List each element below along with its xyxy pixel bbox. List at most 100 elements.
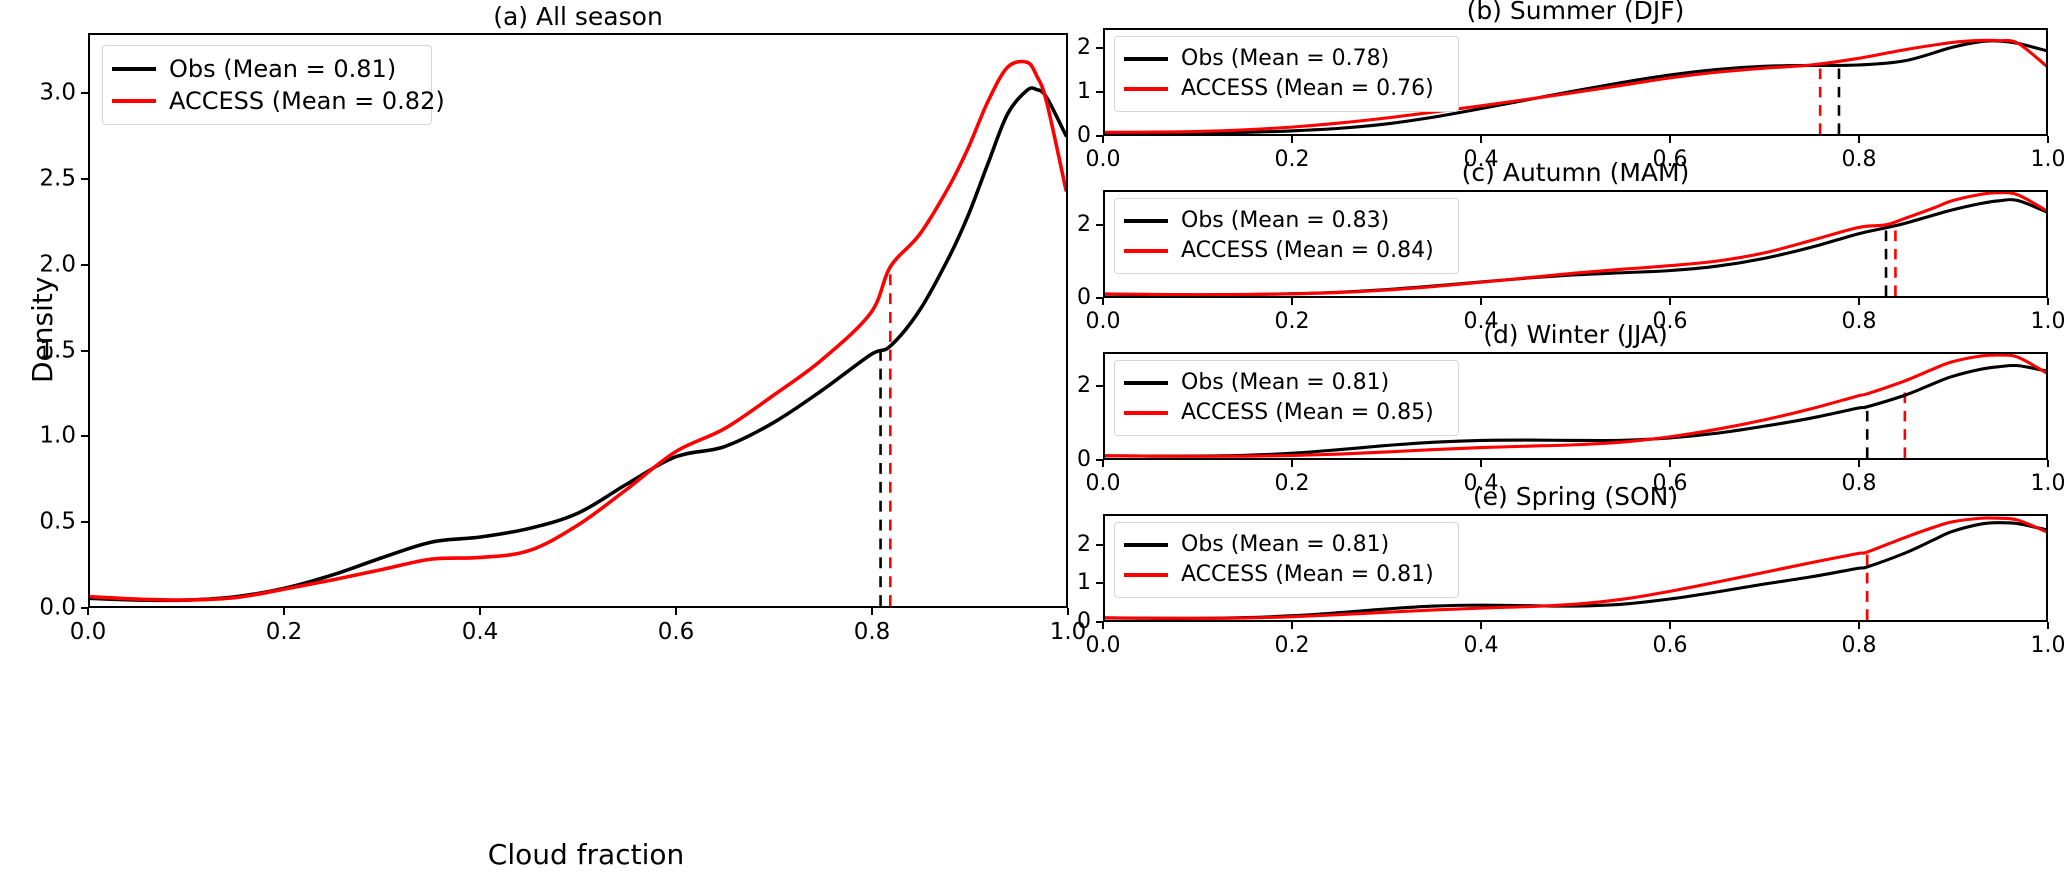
panel-c-ytick-label: 0 <box>1077 285 1091 310</box>
legend-item: ACCESS (Mean = 0.85) <box>1124 398 1447 428</box>
legend-item: ACCESS (Mean = 0.76) <box>1124 74 1447 104</box>
panel-e-xtick-mark <box>1291 622 1293 629</box>
panel-e-xtick-mark <box>1669 622 1671 629</box>
panel-a-series-curve <box>90 59 1066 602</box>
panel-a-xtick-mark <box>871 608 873 615</box>
panel-b-series-curve <box>1105 38 2046 134</box>
panel-e-curves <box>1105 516 2046 620</box>
panel-d-series-curve <box>1105 354 2046 458</box>
panel-d-xtick-mark <box>2047 460 2049 467</box>
legend-item-label: Obs (Mean = 0.81) <box>1181 370 1390 395</box>
panel-b-xtick-label: 0.4 <box>1463 147 1499 172</box>
panel-e-title: (e) Spring (SON) <box>1472 482 1679 511</box>
panel-d-xtick-mark <box>1480 460 1482 467</box>
panel-c-xtick-mark <box>1102 298 1104 305</box>
legend-color-swatch <box>1124 543 1168 547</box>
panel-a-xtick-label: 0.0 <box>69 619 107 645</box>
panel-e-xtick-label: 0.0 <box>1085 633 1121 658</box>
panel-d-xtick-label: 0.4 <box>1463 471 1499 496</box>
panel-d-ytick-mark <box>1096 459 1103 461</box>
panel-c-xtick-label: 0.2 <box>1274 309 1310 334</box>
panel-a-xtick-mark <box>1067 608 1069 615</box>
panel-a-xtick-label: 0.6 <box>657 619 695 645</box>
legend-item-label: ACCESS (Mean = 0.82) <box>169 87 445 115</box>
panel-b-ytick-mark <box>1096 135 1103 137</box>
panel-b-ytick-label: 0 <box>1077 123 1091 148</box>
panel-c-curves <box>1105 192 2046 296</box>
panel-a-ytick-mark <box>81 263 88 266</box>
panel-e-xtick-label: 0.8 <box>1841 633 1877 658</box>
panel-c-xtick-label: 0.6 <box>1652 309 1688 334</box>
panel-a-ytick-mark <box>81 177 88 180</box>
panel-a-ytick-mark <box>81 607 88 609</box>
panel-a-plot-area: Obs (Mean = 0.81) ACCESS (Mean = 0.82) <box>88 33 1068 608</box>
legend-item: Obs (Mean = 0.81) <box>1124 530 1447 560</box>
legend-color-swatch <box>1124 573 1168 577</box>
panel-e-legend: Obs (Mean = 0.81) ACCESS (Mean = 0.81) <box>1114 522 1459 598</box>
panel-c-xtick-label: 0.8 <box>1841 309 1877 334</box>
panel-b-xtick-label: 1.0 <box>2030 147 2066 172</box>
legend-item-label: ACCESS (Mean = 0.84) <box>1181 238 1434 263</box>
panel-c-ytick-mark <box>1096 297 1103 299</box>
legend-color-swatch <box>112 99 156 103</box>
panel-a-xtick-mark <box>479 608 481 615</box>
panel-e-ytick-mark <box>1096 543 1103 546</box>
panel-a-xtick-mark <box>87 608 89 615</box>
panel-b-ytick-mark <box>1096 46 1103 49</box>
panel-a-legend: Obs (Mean = 0.81) ACCESS (Mean = 0.82) <box>102 45 445 125</box>
panel-e-xtick-label: 1.0 <box>2030 633 2066 658</box>
legend-item-label: ACCESS (Mean = 0.85) <box>1181 400 1434 425</box>
panel-a-ytick-label: 1.5 <box>39 337 76 364</box>
panel-b-ytick-label: 1 <box>1077 78 1091 104</box>
panel-b-series-curve <box>1105 39 2046 134</box>
panel-e-xtick-mark <box>1858 622 1860 629</box>
panel-d-legend: Obs (Mean = 0.81) ACCESS (Mean = 0.85) <box>1114 360 1459 436</box>
panel-a-curves <box>90 59 1066 606</box>
panel-b-xtick-mark <box>1669 136 1671 143</box>
panel-b-xtick-mark <box>1858 136 1860 143</box>
panel-d-ytick-label: 2 <box>1077 372 1091 398</box>
legend-color-swatch <box>1124 219 1168 223</box>
panel-c-xtick-mark <box>1291 298 1293 305</box>
panel-a-ytick-label: 0.5 <box>39 508 76 535</box>
x-axis-label: Cloud fraction <box>487 838 685 871</box>
panel-b-plot-area: Obs (Mean = 0.78) ACCESS (Mean = 0.76) <box>1103 28 2048 136</box>
panel-c-ytick-label: 2 <box>1077 211 1091 237</box>
panel-c-xtick-mark <box>1480 298 1482 305</box>
panel-e-xtick-label: 0.6 <box>1652 633 1688 658</box>
legend-color-swatch <box>1124 411 1168 415</box>
panel-d-xtick-mark <box>1291 460 1293 467</box>
panel-d-xtick-mark <box>1669 460 1671 467</box>
panel-b-xtick-label: 0.6 <box>1652 147 1688 172</box>
legend-item: Obs (Mean = 0.81) <box>1124 368 1447 398</box>
panel-a-ytick-mark <box>81 521 88 524</box>
panel-d-ytick-label: 0 <box>1077 447 1091 472</box>
legend-item: Obs (Mean = 0.78) <box>1124 44 1447 74</box>
legend-item-label: ACCESS (Mean = 0.76) <box>1181 76 1434 101</box>
panel-e-xtick-mark <box>1102 622 1104 629</box>
panel-b-curves <box>1105 38 2046 134</box>
legend-item: ACCESS (Mean = 0.82) <box>112 85 445 117</box>
legend-item-label: Obs (Mean = 0.81) <box>169 55 397 83</box>
panel-a-xtick-label: 0.8 <box>853 619 891 645</box>
panel-a-ytick-label: 3.0 <box>39 79 76 106</box>
legend-item: Obs (Mean = 0.83) <box>1124 206 1447 236</box>
legend-color-swatch <box>1124 57 1168 61</box>
legend-item-label: Obs (Mean = 0.81) <box>1181 532 1390 557</box>
panel-b-ytick-mark <box>1096 90 1103 93</box>
panel-a-ytick-mark <box>81 435 88 438</box>
panel-e-ytick-label: 0 <box>1077 609 1091 634</box>
panel-b-xtick-mark <box>1291 136 1293 143</box>
legend-color-swatch <box>1124 249 1168 253</box>
panel-e-xtick-label: 0.2 <box>1274 633 1310 658</box>
legend-color-swatch <box>1124 87 1168 91</box>
legend-color-swatch <box>112 67 156 71</box>
panel-a-xtick-label: 0.2 <box>265 619 303 645</box>
panel-a-xtick-label: 1.0 <box>1049 619 1087 645</box>
panel-e-xtick-label: 0.4 <box>1463 633 1499 658</box>
panel-a-ytick-mark <box>81 92 88 95</box>
panel-a-ytick-label: 2.0 <box>39 251 76 278</box>
panel-d-xtick-label: 1.0 <box>2030 471 2066 496</box>
panel-c-xtick-label: 0.0 <box>1085 309 1121 334</box>
panel-e-ytick-label: 1 <box>1077 570 1091 596</box>
